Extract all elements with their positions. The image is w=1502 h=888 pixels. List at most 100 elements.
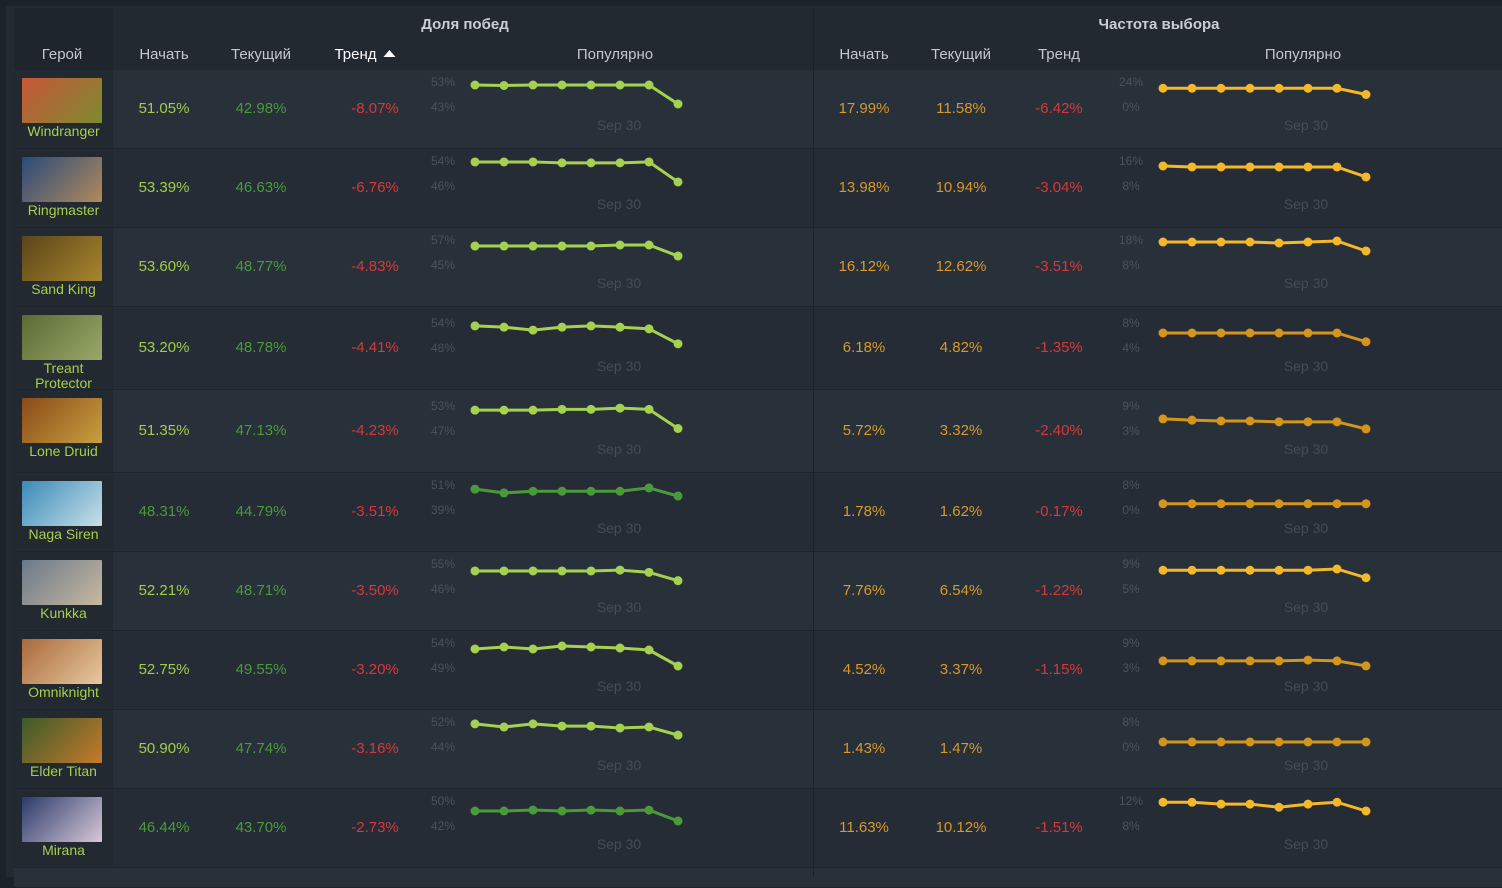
table-row[interactable]: Kunkka 52.21% 48.71% -3.50% 7.76% 6.54% -1.22%… bbox=[14, 552, 1502, 631]
win-sparkline[interactable] bbox=[14, 631, 1502, 691]
pick-sparkline-point[interactable] bbox=[1158, 414, 1168, 424]
hero-avatar[interactable] bbox=[22, 78, 102, 123]
pick-sparkline-point[interactable] bbox=[1187, 415, 1197, 425]
win-sparkline-point[interactable] bbox=[644, 645, 654, 655]
win-sparkline-point[interactable] bbox=[586, 486, 596, 496]
win-sparkline-point[interactable] bbox=[557, 721, 567, 731]
pick-sparkline-point[interactable] bbox=[1274, 737, 1284, 747]
pick-sparkline[interactable] bbox=[14, 149, 1502, 209]
win-sparkline[interactable] bbox=[14, 789, 1502, 849]
pick-sparkline-point[interactable] bbox=[1274, 565, 1284, 575]
col-pick-current[interactable]: Текущий bbox=[931, 46, 991, 63]
hero-avatar[interactable] bbox=[22, 315, 102, 360]
win-sparkline-point[interactable] bbox=[644, 240, 654, 250]
pick-sparkline-point[interactable] bbox=[1274, 328, 1284, 338]
win-sparkline-point[interactable] bbox=[528, 566, 538, 576]
hero-name[interactable]: Windranger bbox=[27, 123, 100, 139]
pick-sparkline-point[interactable] bbox=[1245, 328, 1255, 338]
hero-avatar[interactable] bbox=[22, 236, 102, 281]
table-row[interactable]: Sand King 53.60% 48.77% -4.83% 16.12% 12.62% -… bbox=[14, 228, 1502, 307]
win-sparkline-point[interactable] bbox=[644, 80, 654, 90]
hero-avatar[interactable] bbox=[22, 639, 102, 684]
pick-sparkline-point[interactable] bbox=[1245, 737, 1255, 747]
pick-sparkline-point[interactable] bbox=[1216, 162, 1226, 172]
hero-name[interactable]: Treant Protector bbox=[35, 360, 92, 391]
pick-sparkline-point[interactable] bbox=[1216, 565, 1226, 575]
hero-name[interactable]: Mirana bbox=[42, 842, 85, 858]
win-sparkline-point[interactable] bbox=[470, 566, 480, 576]
win-sparkline-point[interactable] bbox=[673, 339, 683, 349]
win-sparkline-point[interactable] bbox=[470, 644, 480, 654]
win-sparkline-point[interactable] bbox=[615, 723, 625, 733]
pick-sparkline[interactable] bbox=[14, 70, 1502, 130]
pick-sparkline-point[interactable] bbox=[1187, 328, 1197, 338]
win-sparkline-point[interactable] bbox=[586, 158, 596, 168]
pick-sparkline-point[interactable] bbox=[1303, 799, 1313, 809]
col-win-current[interactable]: Текущий bbox=[231, 46, 291, 63]
pick-sparkline-point[interactable] bbox=[1216, 416, 1226, 426]
pick-sparkline[interactable] bbox=[14, 710, 1502, 770]
pick-sparkline-point[interactable] bbox=[1361, 90, 1371, 99]
hero-name[interactable]: Omniknight bbox=[28, 684, 99, 700]
win-sparkline-point[interactable] bbox=[470, 80, 480, 90]
col-pick-popular[interactable]: Популярно bbox=[1264, 46, 1342, 63]
win-sparkline[interactable] bbox=[14, 473, 1502, 533]
win-sparkline-point[interactable] bbox=[470, 719, 480, 729]
win-sparkline-point[interactable] bbox=[615, 158, 625, 168]
win-sparkline-point[interactable] bbox=[528, 644, 538, 654]
pick-sparkline-point[interactable] bbox=[1187, 162, 1197, 172]
pick-sparkline-point[interactable] bbox=[1187, 737, 1197, 747]
pick-sparkline-point[interactable] bbox=[1274, 238, 1284, 248]
pick-sparkline-point[interactable] bbox=[1158, 656, 1168, 666]
pick-sparkline-point[interactable] bbox=[1216, 737, 1226, 747]
win-sparkline-point[interactable] bbox=[644, 805, 654, 815]
pick-sparkline-point[interactable] bbox=[1158, 565, 1168, 575]
win-sparkline-point[interactable] bbox=[586, 805, 596, 815]
win-sparkline[interactable] bbox=[14, 710, 1502, 770]
win-sparkline-point[interactable] bbox=[499, 157, 509, 167]
hero-avatar[interactable] bbox=[22, 560, 102, 605]
col-win-popular[interactable]: Популярно bbox=[576, 46, 654, 63]
table-row[interactable]: Elder Titan 50.90% 47.74% -3.16% 1.43% 1.47% 5… bbox=[14, 710, 1502, 789]
win-sparkline-point[interactable] bbox=[557, 641, 567, 651]
pick-sparkline-point[interactable] bbox=[1187, 565, 1197, 575]
pick-sparkline-point[interactable] bbox=[1158, 237, 1168, 247]
win-sparkline-point[interactable] bbox=[499, 722, 509, 732]
pick-sparkline-point[interactable] bbox=[1361, 246, 1371, 256]
pick-sparkline-point[interactable] bbox=[1303, 328, 1313, 338]
win-sparkline-point[interactable] bbox=[528, 325, 538, 335]
win-sparkline-point[interactable] bbox=[673, 730, 683, 740]
win-sparkline[interactable] bbox=[14, 552, 1502, 612]
hero-name[interactable]: Elder Titan bbox=[30, 763, 97, 779]
pick-sparkline-point[interactable] bbox=[1158, 737, 1168, 747]
win-sparkline[interactable] bbox=[14, 228, 1502, 288]
win-sparkline-point[interactable] bbox=[586, 321, 596, 331]
col-pick-trend[interactable]: Тренд bbox=[1037, 46, 1081, 63]
win-sparkline-point[interactable] bbox=[499, 81, 509, 90]
win-sparkline-point[interactable] bbox=[499, 566, 509, 576]
win-sparkline-point[interactable] bbox=[557, 566, 567, 576]
win-sparkline-point[interactable] bbox=[673, 491, 683, 501]
win-sparkline-point[interactable] bbox=[528, 719, 538, 729]
hero-name[interactable]: Sand King bbox=[31, 281, 96, 297]
pick-sparkline-point[interactable] bbox=[1332, 162, 1342, 172]
win-sparkline-point[interactable] bbox=[586, 566, 596, 576]
pick-sparkline-point[interactable] bbox=[1332, 499, 1342, 509]
pick-sparkline-point[interactable] bbox=[1216, 656, 1226, 666]
pick-sparkline-point[interactable] bbox=[1274, 417, 1284, 427]
pick-sparkline-point[interactable] bbox=[1303, 162, 1313, 172]
pick-sparkline-point[interactable] bbox=[1361, 172, 1371, 182]
hero-avatar[interactable] bbox=[22, 718, 102, 763]
pick-sparkline[interactable] bbox=[14, 631, 1502, 691]
win-sparkline-point[interactable] bbox=[499, 642, 509, 652]
win-sparkline-point[interactable] bbox=[673, 251, 683, 261]
hero-avatar[interactable] bbox=[22, 157, 102, 202]
pick-sparkline-point[interactable] bbox=[1332, 656, 1342, 666]
col-win-trend-sorted[interactable]: Тренд bbox=[334, 46, 396, 63]
pick-sparkline[interactable] bbox=[14, 307, 1502, 367]
win-sparkline-point[interactable] bbox=[644, 722, 654, 732]
table-row[interactable]: Lone Druid 51.35% 47.13% -4.23% 5.72% 3.32% -2… bbox=[14, 390, 1502, 473]
hero-avatar[interactable] bbox=[22, 398, 102, 443]
win-sparkline-point[interactable] bbox=[615, 403, 625, 413]
pick-sparkline-point[interactable] bbox=[1245, 656, 1255, 666]
